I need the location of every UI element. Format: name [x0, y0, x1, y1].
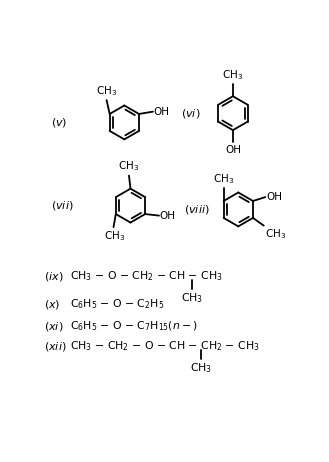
Text: CH$_3$: CH$_3$	[213, 172, 234, 186]
Text: $(xii)$: $(xii)$	[44, 340, 67, 353]
Text: $(v)$: $(v)$	[51, 116, 67, 129]
Text: OH: OH	[266, 192, 282, 202]
Text: OH: OH	[225, 145, 241, 155]
Text: CH$_3$: CH$_3$	[96, 84, 117, 98]
Text: CH$_3$: CH$_3$	[118, 159, 139, 173]
Text: CH$_3$: CH$_3$	[190, 361, 213, 375]
Text: CH$_3$ $-$ CH$_2$ $-$ O $-$ CH $-$ CH$_2$ $-$ CH$_3$: CH$_3$ $-$ CH$_2$ $-$ O $-$ CH $-$ CH$_2…	[70, 340, 260, 353]
Text: CH$_3$: CH$_3$	[265, 227, 286, 241]
Text: OH: OH	[160, 211, 176, 220]
Text: $(vii)$: $(vii)$	[51, 199, 74, 212]
Text: C$_6$H$_5$ $-$ O $-$ C$_7$H$_{15}$$(n-)$: C$_6$H$_5$ $-$ O $-$ C$_7$H$_{15}$$(n-)$	[70, 320, 198, 333]
Text: $(xi)$: $(xi)$	[44, 320, 64, 333]
Text: $(vi)$: $(vi)$	[181, 107, 200, 120]
Text: $(viii)$: $(viii)$	[184, 203, 210, 216]
Text: $(x)$: $(x)$	[44, 298, 61, 310]
Text: CH$_3$: CH$_3$	[104, 230, 126, 243]
Text: CH$_3$: CH$_3$	[222, 68, 243, 82]
Text: CH$_3$ $-$ O $-$ CH$_2$ $-$ CH $-$ CH$_3$: CH$_3$ $-$ O $-$ CH$_2$ $-$ CH $-$ CH$_3…	[70, 269, 223, 283]
Text: OH: OH	[154, 107, 170, 116]
Text: CH$_3$: CH$_3$	[181, 291, 203, 305]
Text: $(ix)$: $(ix)$	[44, 270, 64, 283]
Text: C$_6$H$_5$ $-$ O $-$ C$_2$H$_5$: C$_6$H$_5$ $-$ O $-$ C$_2$H$_5$	[70, 297, 164, 311]
